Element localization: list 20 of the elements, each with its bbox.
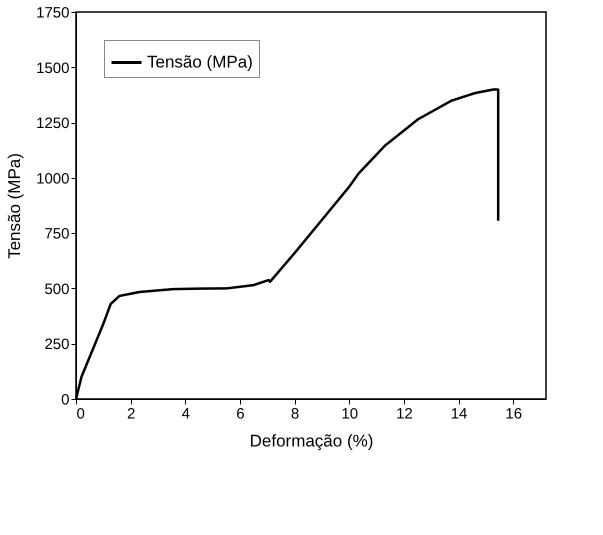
y-tick-label: 1750: [36, 4, 70, 22]
y-tick-label: 1500: [36, 60, 70, 77]
x-tick-label: 0: [76, 406, 85, 422]
x-tick-label: 6: [236, 406, 245, 422]
x-tick-label: 8: [290, 406, 300, 422]
y-tick-label: 1250: [36, 115, 70, 132]
x-tick-label: 10: [341, 406, 358, 422]
y-tick-label: 250: [44, 336, 70, 354]
y-tick-label: 0: [61, 392, 70, 408]
y-axis-title: Tensão (MPa): [5, 153, 24, 259]
y-tick-label: 750: [44, 226, 70, 243]
y-tick-label: 500: [44, 280, 70, 298]
x-tick-label: 4: [182, 406, 190, 422]
legend-label: Tensão (MPa): [147, 52, 253, 72]
x-tick-label: 16: [505, 406, 522, 422]
y-tick-label: 1000: [36, 170, 70, 188]
x-tick-label: 12: [396, 406, 413, 422]
x-tick-label: 14: [450, 406, 468, 422]
x-tick-label: 2: [126, 406, 136, 422]
x-axis-title: Deformação (%): [250, 432, 374, 450]
